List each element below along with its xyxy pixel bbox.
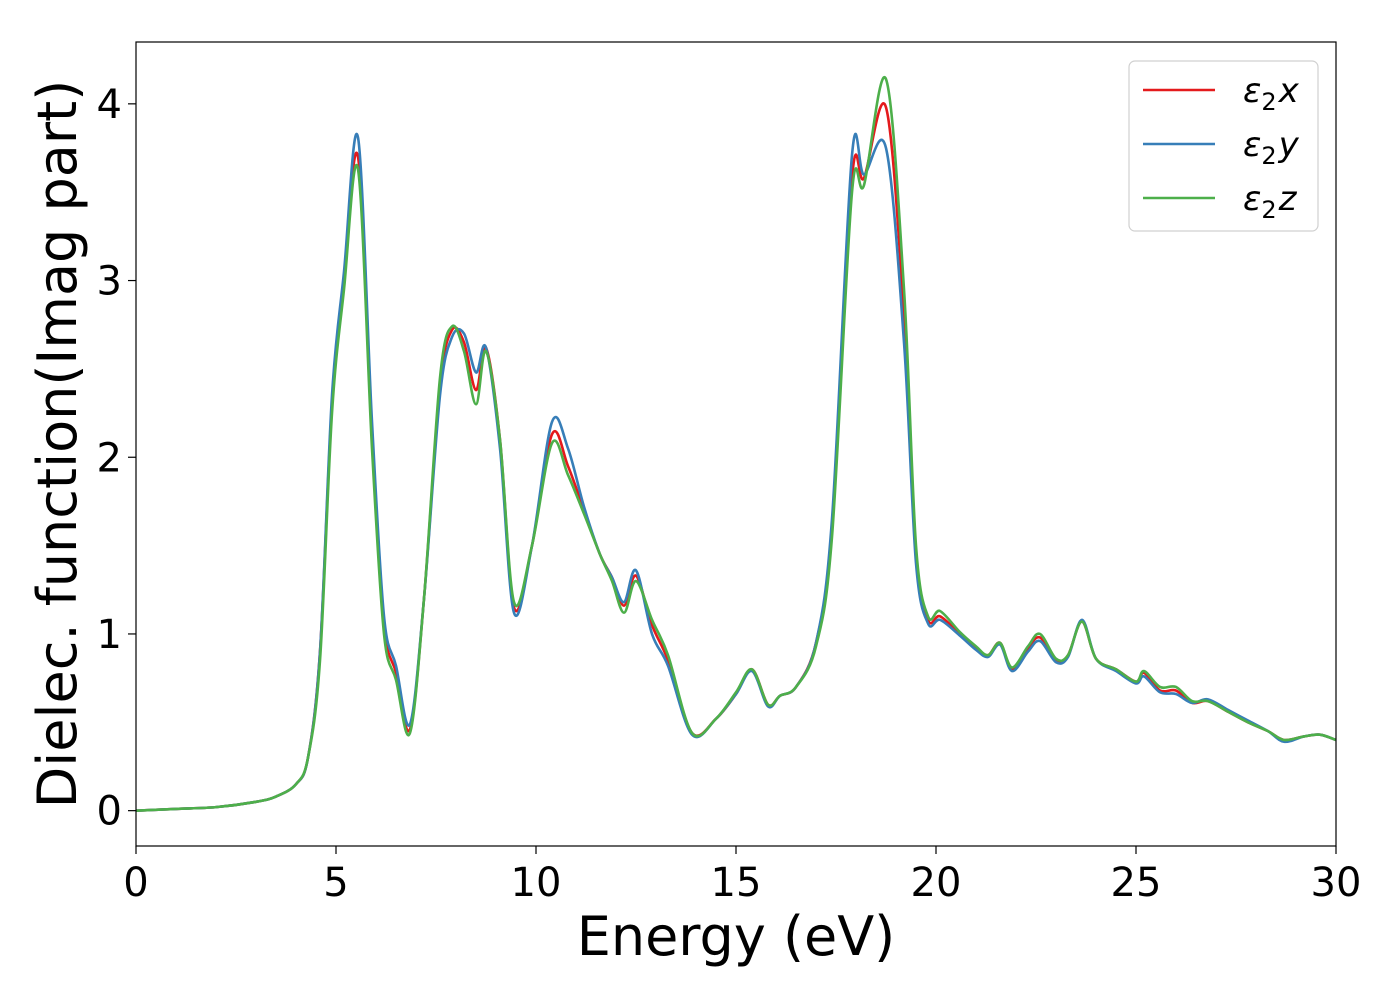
x-axis-title: Energy (eV) [577, 905, 896, 968]
legend-box [1128, 60, 1319, 232]
legend-label-subscript: 2 [1261, 196, 1276, 224]
x-tick-label: 0 [123, 860, 148, 906]
y-tick-label: 4 [97, 82, 122, 128]
x-tick-label: 5 [323, 860, 348, 906]
x-tick-label: 30 [1311, 860, 1362, 906]
y-axis: 0 1 2 3 4 [97, 82, 136, 835]
y-tick-label: 0 [97, 789, 122, 835]
legend-label-symbol: ε [1243, 179, 1261, 219]
legend-label-subscript: 2 [1261, 88, 1276, 116]
legend-label-symbol: ε [1243, 125, 1261, 165]
series-line-z [136, 75, 1336, 812]
x-tick-label: 20 [911, 860, 962, 906]
series-layer [136, 75, 1336, 812]
y-tick-label: 1 [97, 612, 122, 658]
legend-label-x: ε2x [1243, 71, 1300, 116]
y-axis-title: Dielec. function(Imag part) [26, 80, 89, 809]
y-tick-label: 2 [97, 435, 122, 481]
legend-label-variable: z [1278, 179, 1298, 219]
legend-label-z: ε2z [1243, 179, 1298, 224]
legend-label-variable: y [1278, 125, 1300, 165]
legend-label-symbol: ε [1243, 71, 1261, 111]
x-tick-label: 25 [1111, 860, 1162, 906]
legend-label-subscript: 2 [1261, 142, 1276, 170]
x-tick-label: 15 [711, 860, 762, 906]
legend-label-variable: x [1278, 71, 1300, 111]
legend-label-y: ε2y [1243, 125, 1300, 170]
y-tick-label: 3 [97, 259, 122, 305]
x-tick-label: 10 [511, 860, 562, 906]
x-axis: 0 5 10 15 20 25 30 [123, 846, 1361, 906]
